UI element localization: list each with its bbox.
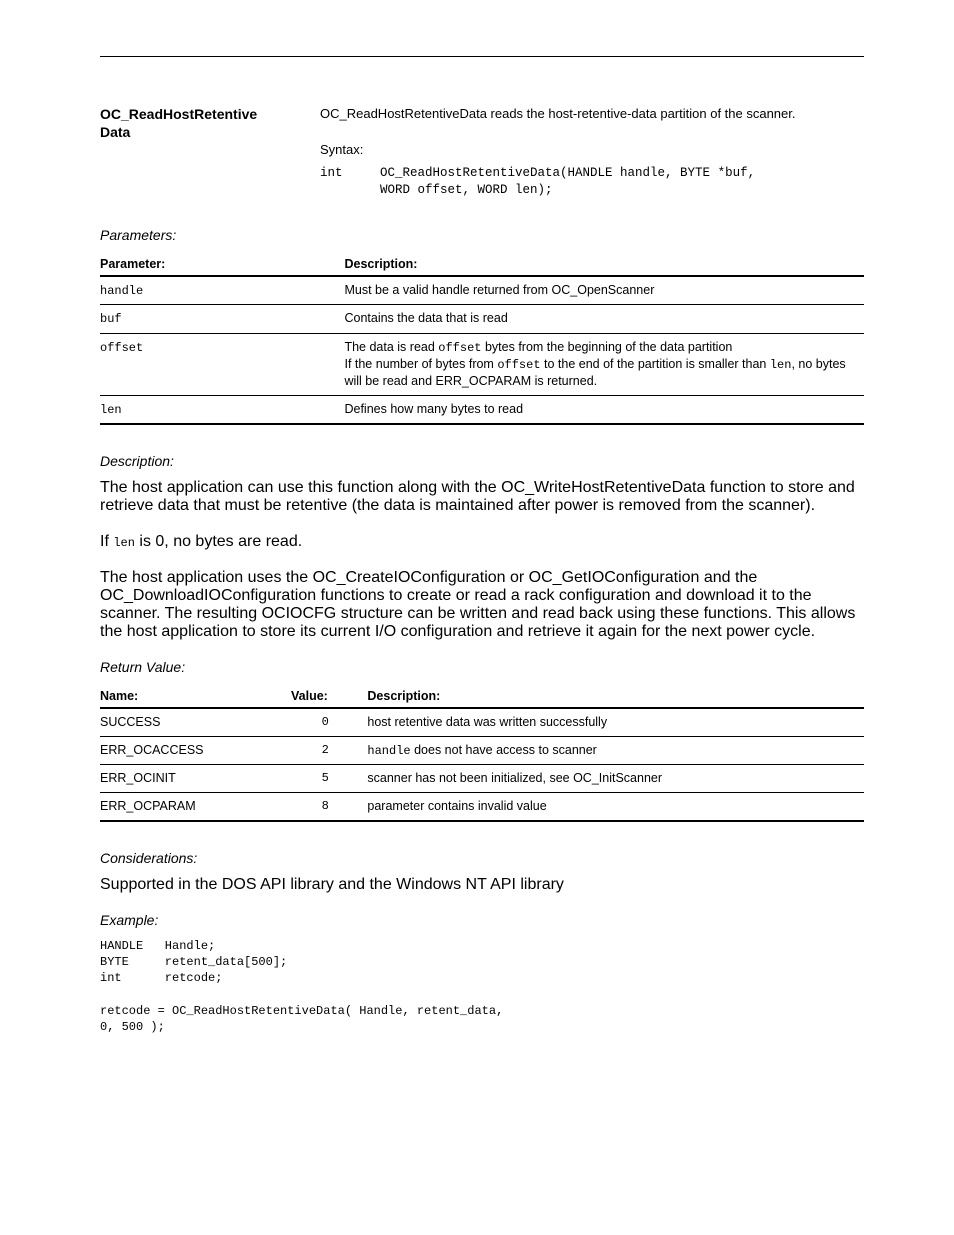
return-value-table: Name: Value: Description: SUCCESS 0 host… [100,685,864,822]
return-name: ERR_OCPARAM [100,792,291,820]
table-row: buf Contains the data that is read [100,305,864,333]
table-row: handle Must be a valid handle returned f… [100,276,864,305]
table-row: offset The data is read offset bytes fro… [100,333,864,395]
return-desc: parameter contains invalid value [367,792,864,820]
return-value: 8 [291,792,367,820]
description-section: Description: The host application can us… [100,453,864,641]
return-value-section: Return Value: Name: Value: Description: … [100,659,864,822]
section-title: OC_ReadHostRetentive Data [100,105,320,141]
parameters-col-param: Parameter: [100,253,344,276]
param-desc: Defines how many bytes to read [344,395,864,424]
table-row: ERR_OCINIT 5 scanner has not been initia… [100,765,864,793]
syntax-code: int OC_ReadHostRetentiveData(HANDLE hand… [320,165,864,199]
return-value-heading: Return Value: [100,659,864,675]
return-name: ERR_OCACCESS [100,736,291,764]
example-section: Example: HANDLE Handle; BYTE retent_data… [100,912,864,1035]
return-value: 2 [291,736,367,764]
description-p3: The host application uses the OC_CreateI… [100,569,864,641]
return-desc: scanner has not been initialized, see OC… [367,765,864,793]
param-desc: The data is read offset bytes from the b… [344,333,864,395]
header-row: OC_ReadHostRetentive Data OC_ReadHostRet… [100,105,864,227]
return-name: SUCCESS [100,708,291,736]
intro-body: OC_ReadHostRetentiveData reads the host-… [320,105,864,227]
intro-paragraph: OC_ReadHostRetentiveData reads the host-… [320,105,864,123]
table-row: ERR_OCPARAM 8 parameter contains invalid… [100,792,864,820]
description-p2: If len is 0, no bytes are read. [100,533,864,551]
considerations-section: Considerations: Supported in the DOS API… [100,850,864,894]
param-name: len [100,403,122,417]
param-desc: Contains the data that is read [344,305,864,333]
return-col-value: Value: [291,685,367,708]
parameters-table: Parameter: Description: handle Must be a… [100,253,864,425]
example-heading: Example: [100,912,864,928]
param-name: handle [100,284,143,298]
considerations-text: Supported in the DOS API library and the… [100,876,864,894]
top-rule [100,56,864,57]
syntax-label: Syntax: [320,141,864,159]
return-value: 0 [291,708,367,736]
return-col-name: Name: [100,685,291,708]
parameters-heading: Parameters: [100,227,864,243]
return-col-desc: Description: [367,685,864,708]
table-row: len Defines how many bytes to read [100,395,864,424]
return-name: ERR_OCINIT [100,765,291,793]
param-name: buf [100,312,122,326]
return-desc: handle does not have access to scanner [367,736,864,764]
return-value: 5 [291,765,367,793]
table-row: SUCCESS 0 host retentive data was writte… [100,708,864,736]
description-p1: The host application can use this functi… [100,479,864,515]
example-code: HANDLE Handle; BYTE retent_data[500]; in… [100,938,864,1035]
considerations-heading: Considerations: [100,850,864,866]
table-row: ERR_OCACCESS 2 handle does not have acce… [100,736,864,764]
description-heading: Description: [100,453,864,469]
parameters-section: Parameters: Parameter: Description: hand… [100,227,864,425]
param-desc: Must be a valid handle returned from OC_… [344,276,864,305]
page: OC_ReadHostRetentive Data OC_ReadHostRet… [0,0,954,1095]
parameters-col-desc: Description: [344,253,864,276]
param-name: offset [100,341,143,355]
return-desc: host retentive data was written successf… [367,708,864,736]
